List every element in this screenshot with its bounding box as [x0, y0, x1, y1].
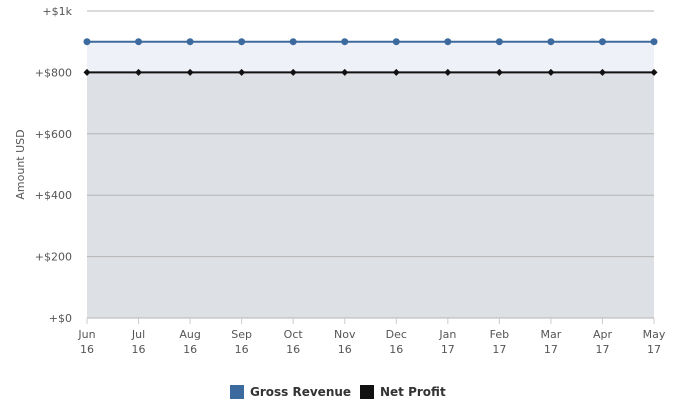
data-point-net-profit [444, 68, 452, 76]
data-point-gross-revenue [186, 38, 194, 46]
data-point-net-profit [650, 68, 658, 76]
x-tick-label: Jun 16 [77, 328, 95, 356]
data-point-net-profit [186, 68, 194, 76]
data-point-gross-revenue [135, 38, 143, 46]
x-tick-label: Aug 16 [179, 328, 200, 356]
data-point-gross-revenue [650, 38, 658, 46]
y-axis-label: Amount USD [14, 129, 27, 199]
data-point-net-profit [83, 68, 91, 76]
data-point-net-profit [598, 68, 606, 76]
data-point-gross-revenue [238, 38, 246, 46]
data-point-net-profit [341, 68, 349, 76]
y-tick-label: +$1k [42, 5, 72, 18]
data-point-net-profit [495, 68, 503, 76]
data-point-gross-revenue [83, 38, 91, 46]
data-point-net-profit [392, 68, 400, 76]
x-tick-label: May 17 [643, 328, 666, 356]
x-tick-label: Mar 17 [541, 328, 562, 356]
data-point-gross-revenue [341, 38, 349, 46]
data-point-gross-revenue [392, 38, 400, 46]
legend-label-net-profit: Net Profit [380, 385, 446, 399]
legend-label-gross-revenue: Gross Revenue [250, 385, 351, 399]
data-point-net-profit [238, 68, 246, 76]
x-tick-label: Jan 17 [438, 328, 456, 356]
data-point-gross-revenue [547, 38, 555, 46]
x-tick-label: Apr 17 [593, 328, 613, 356]
y-tick-label: +$600 [35, 128, 72, 141]
y-tick-label: +$400 [35, 189, 72, 202]
x-tick-label: Oct 16 [284, 328, 304, 356]
y-tick-label: +$800 [35, 66, 72, 79]
data-point-net-profit [547, 68, 555, 76]
legend-swatch-net-profit [360, 385, 374, 399]
data-point-net-profit [289, 68, 297, 76]
y-tick-label: +$200 [35, 251, 72, 264]
data-point-gross-revenue [495, 38, 503, 46]
data-point-gross-revenue [289, 38, 297, 46]
data-point-net-profit [135, 68, 143, 76]
data-point-gross-revenue [444, 38, 452, 46]
data-point-gross-revenue [598, 38, 606, 46]
legend-swatch-gross-revenue [230, 385, 244, 399]
x-tick-label: Sep 16 [231, 328, 252, 356]
x-tick-label: Feb 17 [490, 328, 509, 356]
x-tick-label: Nov 16 [334, 328, 356, 356]
x-tick-label: Jul 16 [131, 328, 146, 356]
y-tick-label: +$0 [49, 312, 72, 325]
x-tick-label: Dec 16 [386, 328, 407, 356]
